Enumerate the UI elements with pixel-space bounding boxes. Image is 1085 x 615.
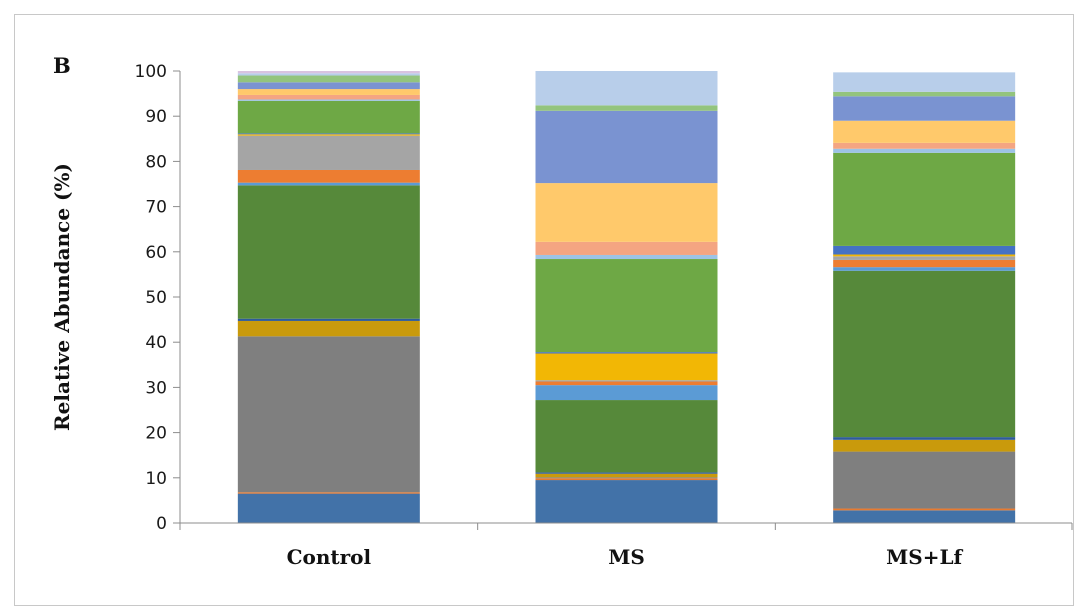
bar-segment [535, 400, 718, 473]
bar-segment [833, 91, 1016, 97]
bar-segment [833, 270, 1016, 438]
bar-segment [833, 142, 1016, 149]
y-tick-label: 0 [156, 514, 167, 534]
bar-segment [833, 245, 1016, 255]
bar-segment [237, 320, 420, 337]
bar-segment [535, 353, 718, 381]
bar-segment [833, 148, 1016, 153]
bar-segment [833, 254, 1016, 257]
bar-segment [237, 134, 420, 136]
y-tick-label: 50 [145, 288, 167, 308]
y-tick-label: 80 [145, 152, 167, 172]
y-axis-label: Relative Abundance (%) [50, 163, 74, 431]
bar-segment [535, 183, 718, 242]
y-tick-label: 90 [145, 107, 167, 127]
bar-segment [237, 135, 420, 170]
bar-segment [833, 120, 1016, 143]
bar-segment [535, 254, 718, 260]
bar-segment [833, 508, 1016, 511]
y-tick-label: 20 [145, 424, 167, 444]
y-tick-label: 70 [145, 198, 167, 218]
bar-segment [237, 89, 420, 95]
bar-segment [535, 381, 718, 386]
bar-segment [237, 493, 420, 523]
bar-segment [833, 267, 1016, 271]
bar-segment [833, 96, 1016, 121]
bar-segment [535, 477, 718, 479]
category-label: MS [608, 545, 645, 569]
bar-segment [535, 105, 718, 111]
bar-segment [535, 473, 718, 478]
bar-segment [833, 72, 1016, 92]
bar-segment [237, 492, 420, 494]
y-tick-label: 30 [145, 378, 167, 398]
category-label: MS+Lf [886, 545, 963, 569]
bar-segment [833, 437, 1016, 440]
y-tick-label: 40 [145, 333, 167, 353]
y-tick-label: 10 [145, 469, 167, 489]
bar-segment [535, 259, 718, 353]
bar-segment [833, 259, 1016, 268]
bar-segment [833, 439, 1016, 452]
bar-segment [833, 451, 1016, 509]
bar-segment [535, 352, 718, 354]
bar-segment [237, 182, 420, 186]
bar-segment [237, 99, 420, 101]
bar-segment [237, 336, 420, 493]
y-tick-label: 100 [135, 62, 167, 82]
bar-segment [237, 94, 420, 100]
bar-segment [535, 110, 718, 184]
bar-segment [535, 241, 718, 255]
bar-segment [237, 318, 420, 321]
bar-segment [535, 380, 718, 382]
bar-segment [535, 480, 718, 523]
bar-segment [535, 385, 718, 401]
axes-group: Control MS MS+Lf 0 10 20 30 40 50 60 70 80 90 100 [135, 62, 1073, 569]
stacked-bar-chart: B Relative Abundance (%) Control MS MS+Lf 0… [50, 53, 1073, 569]
y-tick-label: 60 [145, 243, 167, 263]
bar-segment [237, 185, 420, 319]
bar-segment [237, 169, 420, 183]
bar-segment [237, 73, 420, 76]
bar-segment [237, 133, 420, 135]
bar-segment [237, 82, 420, 90]
bar-segment [535, 478, 718, 481]
bar-segment [237, 75, 420, 83]
bar-segment [237, 71, 420, 74]
bar-segment [833, 152, 1016, 246]
bar-segment [535, 472, 718, 474]
bar-segment [237, 100, 420, 134]
panel-label: B [53, 53, 71, 78]
bar-segment [535, 71, 718, 106]
bar-segment [833, 256, 1016, 260]
bar-segment [833, 510, 1016, 523]
chart-frame: B Relative Abundance (%) Control MS MS+Lf 0… [14, 14, 1074, 606]
category-label: Control [287, 545, 372, 569]
bars-group [237, 71, 1016, 523]
